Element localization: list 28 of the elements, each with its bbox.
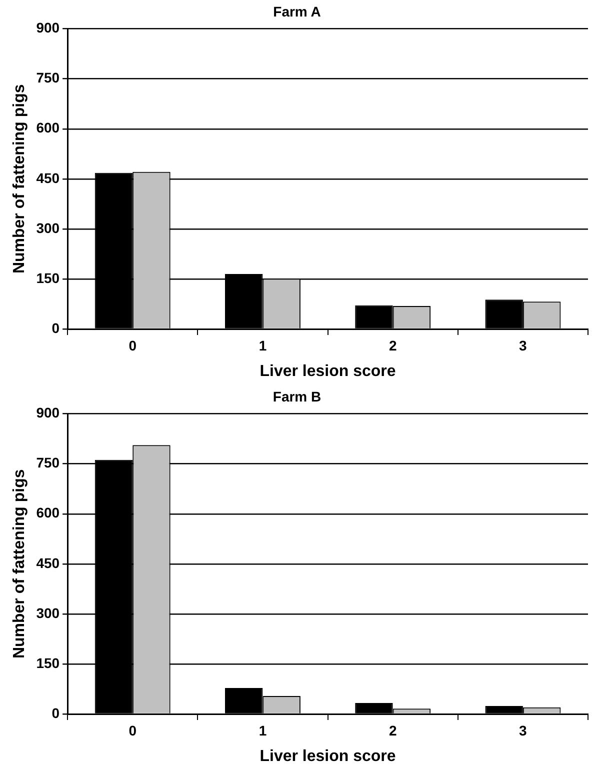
y-tick-label: 300 <box>36 220 60 236</box>
x-tick-label: 1 <box>258 337 267 354</box>
x-tick-label: 1 <box>258 722 267 738</box>
x-tick-label: 0 <box>128 722 137 738</box>
x-tick-label: 3 <box>519 337 528 354</box>
chart-title: Farm B <box>272 388 322 404</box>
y-tick-label: 300 <box>36 604 60 621</box>
y-axis-title: Number of fattening pigs <box>11 469 28 659</box>
chart-title: Farm A <box>273 3 321 20</box>
y-axis-title: Number of fattening pigs <box>11 84 28 274</box>
x-tick-label: 2 <box>388 722 397 738</box>
x-axis-title: Liver lesion score <box>260 362 396 380</box>
x-tick-label: 3 <box>519 722 528 738</box>
y-tick-label: 750 <box>36 454 60 471</box>
y-tick-label: 900 <box>36 404 60 421</box>
y-tick-label: 0 <box>52 704 60 721</box>
y-tick-label: 600 <box>36 504 60 521</box>
x-tick-label: 2 <box>388 337 397 354</box>
y-tick-label: 900 <box>36 20 60 36</box>
y-tick-label: 450 <box>36 554 60 571</box>
y-tick-label: 150 <box>36 654 60 671</box>
y-tick-label: 600 <box>36 120 60 136</box>
y-tick-label: 750 <box>36 70 60 86</box>
x-axis-title: Liver lesion score <box>260 748 396 765</box>
y-tick-label: 150 <box>36 270 60 286</box>
y-tick-label: 0 <box>52 320 60 336</box>
x-tick-label: 0 <box>128 337 137 354</box>
y-tick-label: 450 <box>36 170 60 186</box>
